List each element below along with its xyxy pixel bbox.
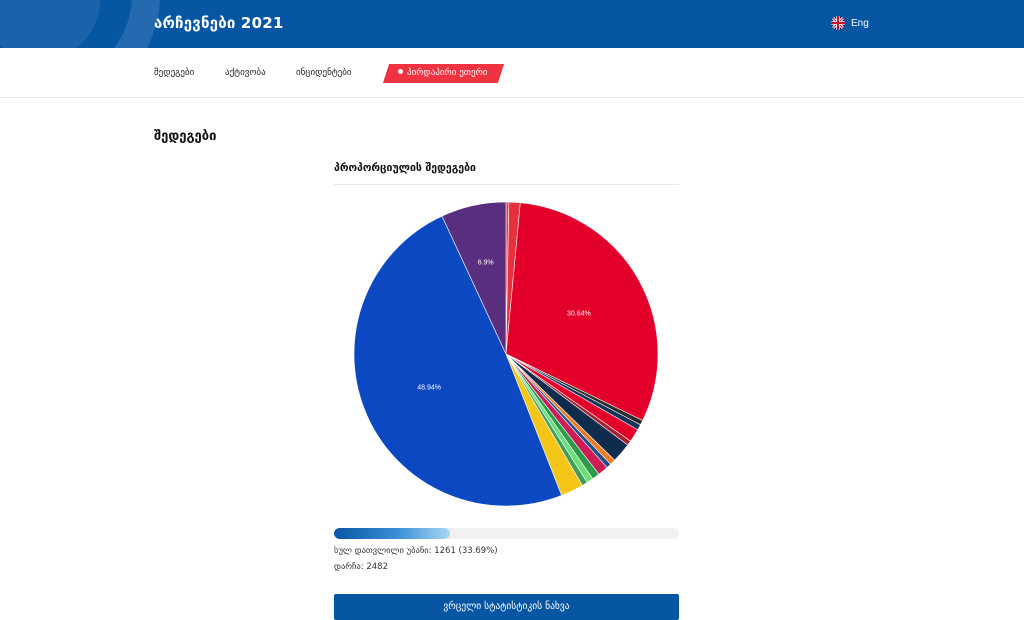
- live-label: პირდაპირი ეთერი: [407, 68, 488, 78]
- divider: [334, 184, 679, 185]
- pie-chart: 30.64% 48.94% 6.9%: [350, 198, 662, 510]
- pie-slice-label: 30.64%: [567, 311, 591, 318]
- nav-item-results[interactable]: შედეგები: [154, 68, 195, 78]
- progress-bar: [334, 528, 679, 539]
- live-broadcast-button[interactable]: პირდაპირი ეთერი: [382, 64, 505, 83]
- progress-fill: [334, 528, 451, 539]
- nav-item-incidents[interactable]: ინციდენტები: [296, 68, 352, 78]
- pie-slice[interactable]: [505, 202, 659, 421]
- nav-item-activity[interactable]: აქტივობა: [225, 68, 266, 78]
- header-decoration: [0, 0, 100, 48]
- page-title: შედეგები: [154, 129, 217, 144]
- header-bar: არჩევნები 2021 Eng: [0, 0, 1024, 48]
- processed-precincts-text: სულ დათვლილი უბანი: 1261 (33.69%): [334, 546, 498, 556]
- site-title[interactable]: არჩევნები 2021: [154, 14, 284, 32]
- live-dot-icon: [398, 69, 403, 74]
- language-switch[interactable]: Eng: [831, 16, 869, 30]
- pie-slice-label: 48.94%: [417, 384, 441, 391]
- chart-title: პროპორციულის შედეგები: [334, 162, 476, 174]
- remaining-precincts-text: დარჩა: 2482: [334, 562, 388, 572]
- pie-slice[interactable]: [353, 215, 563, 507]
- view-detailed-statistics-button[interactable]: ვრცელი სტატისტიკის ნახვა: [334, 594, 679, 620]
- pie-slice[interactable]: [441, 201, 507, 355]
- pie-chart-svg: 30.64% 48.94% 6.9%: [353, 201, 659, 507]
- language-label: Eng: [851, 17, 869, 29]
- main-nav: შედეგები აქტივობა ინციდენტები პირდაპირი …: [0, 48, 1024, 98]
- pie-slice-label: 6.9%: [478, 259, 494, 266]
- uk-flag-icon: [831, 16, 845, 30]
